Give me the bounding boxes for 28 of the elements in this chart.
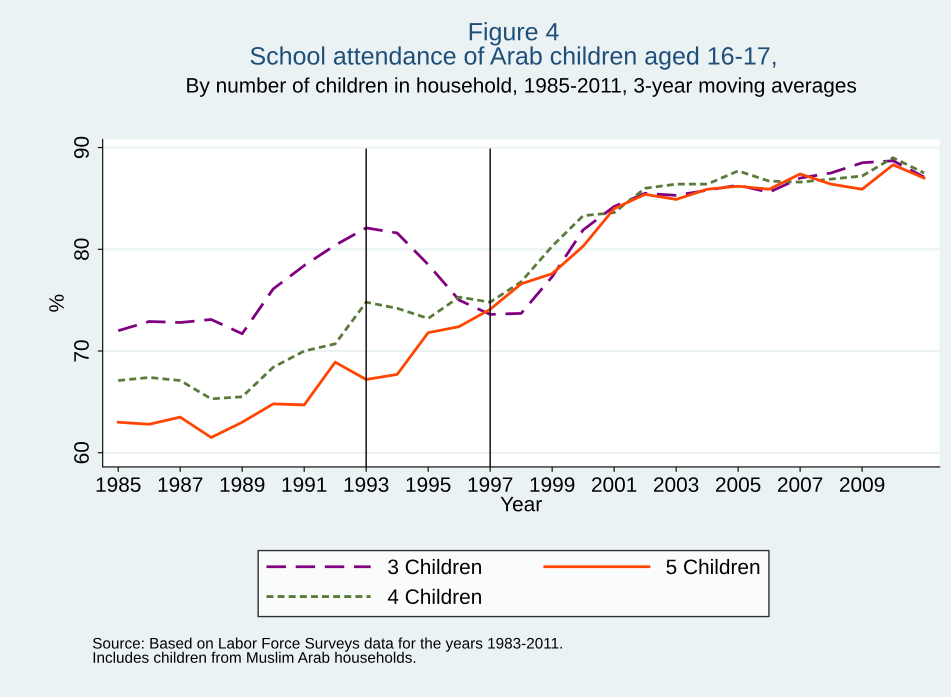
x-axis-title: Year [500, 496, 542, 512]
x-tick-label: 1993 [344, 477, 388, 492]
x-tick-label: 2009 [840, 477, 884, 492]
line-series [116, 159, 926, 336]
line-series [116, 156, 926, 400]
x-tick-label: 2001 [592, 477, 636, 492]
x-tick-label: 1987 [158, 477, 202, 492]
y-tick-label: 80 [74, 238, 89, 260]
line-series [116, 163, 926, 439]
y-axis-title: % [49, 294, 64, 312]
x-tick-label: 2007 [778, 477, 822, 492]
x-tick-label: 1999 [530, 477, 574, 492]
x-tick-label: 1985 [96, 477, 141, 492]
chart-subtitle: By number of children in household, 1985-2011, 3-year moving averages [187, 77, 856, 97]
y-tick-label: 70 [74, 340, 89, 362]
y-tick-label: 90 [74, 136, 89, 158]
legend-label: 4 Children [388, 588, 481, 604]
chart-title: Figure 4 School attendance of Arab children aged 16-17, [250, 22, 776, 70]
x-tick-label: 1991 [282, 477, 326, 492]
x-tick-label: 2005 [716, 477, 760, 492]
x-tick-label: 2003 [654, 477, 698, 492]
legend-label: 3 Children [388, 558, 481, 574]
x-tick-label: 1997 [468, 477, 512, 492]
legend-label: 5 Children [666, 558, 760, 574]
x-tick-label: 1995 [406, 477, 450, 492]
x-tick-label: 1989 [220, 477, 264, 492]
y-tick-label: 60 [74, 442, 89, 464]
source-note: Source: Based on Labor Force Surveys data for the years 1983-2011. Includes children from Muslim Arab households. [92, 637, 562, 663]
